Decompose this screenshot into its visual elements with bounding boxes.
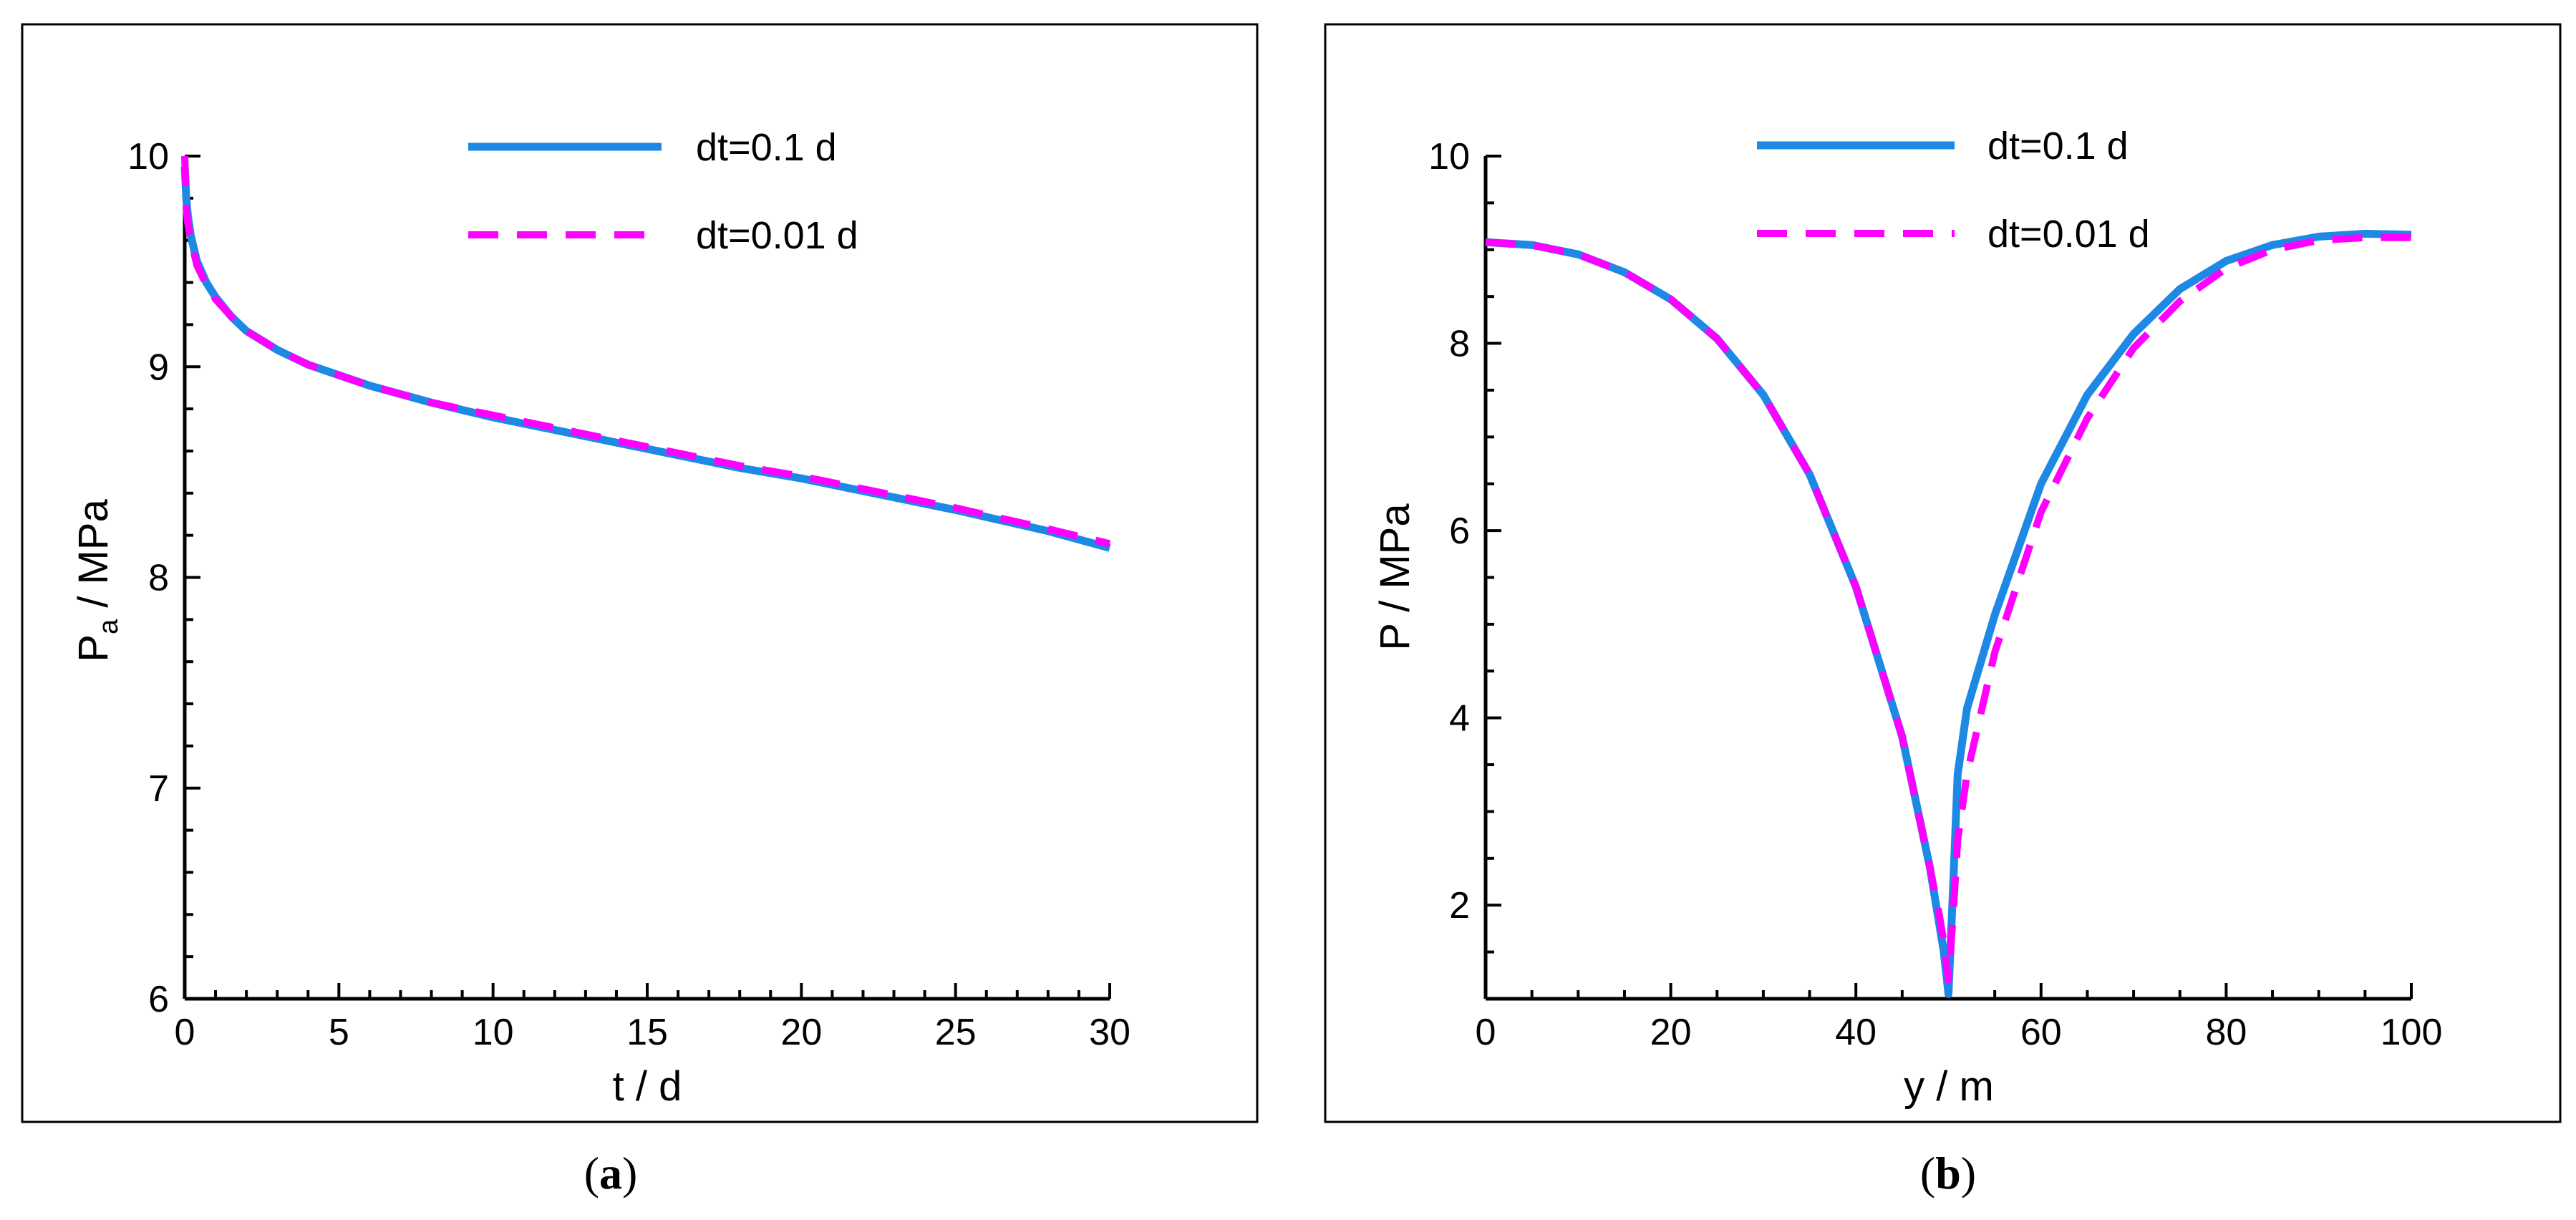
x-tick-label: 20 <box>1650 1012 1692 1053</box>
y-tick-label: 6 <box>148 979 169 1020</box>
y-tick-label: 10 <box>1428 136 1470 178</box>
y-tick-label: 10 <box>127 136 169 178</box>
x-tick-label: 10 <box>473 1012 514 1053</box>
legend-label-solid: dt=0.1 d <box>1987 125 2129 168</box>
panel-b: 0 20 40 60 80 100 2 4 6 8 10 dt=0.1 d dt=0.01 d y … <box>1324 23 2562 1199</box>
panel-a-series <box>180 155 1111 552</box>
y-tick-label: 6 <box>1449 510 1470 552</box>
series-line-dt-0.01 <box>1485 233 2411 984</box>
panel-b-legend: dt=0.1 d dt=0.01 d <box>1757 125 2150 256</box>
panel-a-x-label: t / d <box>613 1063 682 1110</box>
y-tick-label: 9 <box>148 347 169 388</box>
panel-b-x-label: y / m <box>1904 1063 1994 1110</box>
x-tick-label: 60 <box>2020 1012 2062 1053</box>
x-tick-label: 100 <box>2381 1012 2443 1053</box>
caption-a-close: ) <box>622 1148 637 1199</box>
x-tick-label: 0 <box>1476 1012 1496 1053</box>
x-tick-label: 15 <box>626 1012 668 1053</box>
legend-label-solid: dt=0.1 d <box>696 126 837 169</box>
y-tick-label: 8 <box>148 558 169 599</box>
y-tick-label: 2 <box>1449 885 1470 926</box>
x-tick-label: 25 <box>935 1012 977 1053</box>
panel-a-ticks: 0 5 10 15 20 25 30 6 7 8 9 10 <box>127 136 1130 1053</box>
y-label-units: / MPa <box>70 499 117 619</box>
caption-a-open: ( <box>584 1148 599 1199</box>
legend-label-dashed: dt=0.01 d <box>696 214 858 257</box>
y-tick-label: 4 <box>1449 698 1470 740</box>
y-tick-label: 8 <box>1449 324 1470 365</box>
panel-a-frame <box>21 23 1259 1123</box>
panel-a-y-label: Pa / MPa <box>70 499 124 662</box>
x-tick-label: 20 <box>780 1012 822 1053</box>
x-tick-label: 30 <box>1089 1012 1130 1053</box>
caption-a-letter: a <box>599 1148 622 1199</box>
panel-a-caption: (a) <box>584 1148 638 1199</box>
y-label-subscript: a <box>94 619 124 634</box>
panel-a-legend: dt=0.1 d dt=0.01 d <box>468 126 858 257</box>
x-tick-label: 5 <box>329 1012 349 1053</box>
panel-b-caption: (b) <box>1920 1148 1976 1199</box>
caption-b-close: ) <box>1961 1148 1976 1199</box>
panel-b-y-label: P / MPa <box>1372 503 1418 651</box>
caption-b-open: ( <box>1920 1148 1935 1199</box>
y-tick-label: 7 <box>148 768 169 810</box>
caption-b-letter: b <box>1935 1148 1961 1199</box>
legend-label-dashed: dt=0.01 d <box>1987 213 2150 256</box>
panel-a: 0 5 10 15 20 25 30 6 7 8 9 10 dt=0.1 d dt=0.01 d t … <box>21 23 1259 1199</box>
panel-b-series <box>1485 230 2412 998</box>
x-tick-label: 80 <box>2205 1012 2247 1053</box>
y-label-main: P <box>70 634 117 662</box>
series-line-dt-0.01 <box>181 155 1111 548</box>
x-tick-label: 0 <box>175 1012 195 1053</box>
x-tick-label: 40 <box>1835 1012 1877 1053</box>
